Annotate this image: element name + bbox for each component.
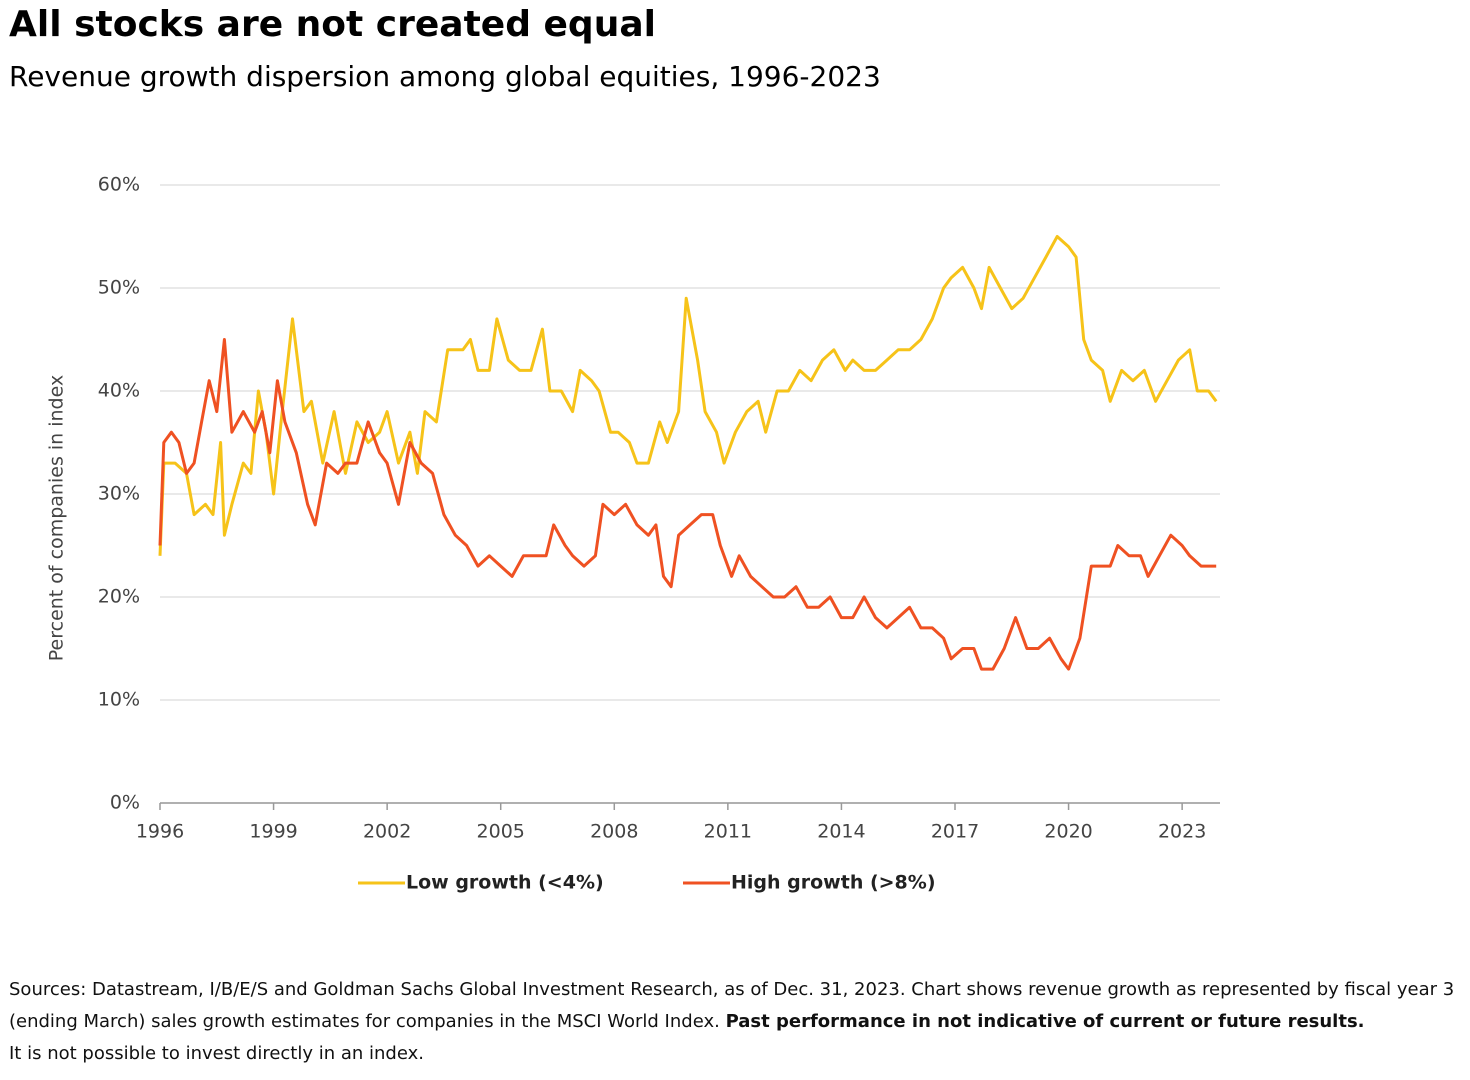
y-tick-label: 60% xyxy=(98,174,140,196)
y-tick-label: 0% xyxy=(110,792,140,814)
chart-title: All stocks are not created equal xyxy=(9,4,656,45)
footnote-emphasis: Past performance in not indicative of cu… xyxy=(725,1011,1365,1032)
y-tick-label: 50% xyxy=(98,277,140,299)
chart: Percent of companies in index 0% 10% 20% 30… xyxy=(46,174,1220,894)
y-tick-label: 30% xyxy=(98,483,140,505)
footnote-after: It is not possible to invest directly in… xyxy=(9,1043,424,1064)
x-tick-label: 2011 xyxy=(704,821,752,843)
y-axis-label: Percent of companies in index xyxy=(46,375,68,661)
legend-label: Low growth (<4%) xyxy=(406,872,604,894)
footnote-text: Sources: Datastream, I/B/E/S and Goldman… xyxy=(9,979,1455,1032)
data-line xyxy=(158,338,1217,671)
footnote: Sources: Datastream, I/B/E/S and Goldman… xyxy=(9,974,1464,1070)
x-tick-label: 2017 xyxy=(931,821,979,843)
x-tick-label: 2020 xyxy=(1044,821,1092,843)
x-tick-label: 1996 xyxy=(136,821,184,843)
x-tick-label: 2023 xyxy=(1158,821,1206,843)
chart-subtitle: Revenue growth dispersion among global e… xyxy=(9,60,881,93)
x-tick-label: 1999 xyxy=(249,821,297,843)
y-tick-label: 10% xyxy=(98,689,140,711)
legend-label: High growth (>8%) xyxy=(731,872,936,894)
x-tick-label: 2005 xyxy=(477,821,525,843)
data-line xyxy=(158,235,1218,556)
x-tick-label: 2008 xyxy=(590,821,638,843)
y-tick-label: 20% xyxy=(98,586,140,608)
x-tick-label: 2014 xyxy=(817,821,865,843)
y-tick-label: 40% xyxy=(98,380,140,402)
x-tick-label: 2002 xyxy=(363,821,411,843)
